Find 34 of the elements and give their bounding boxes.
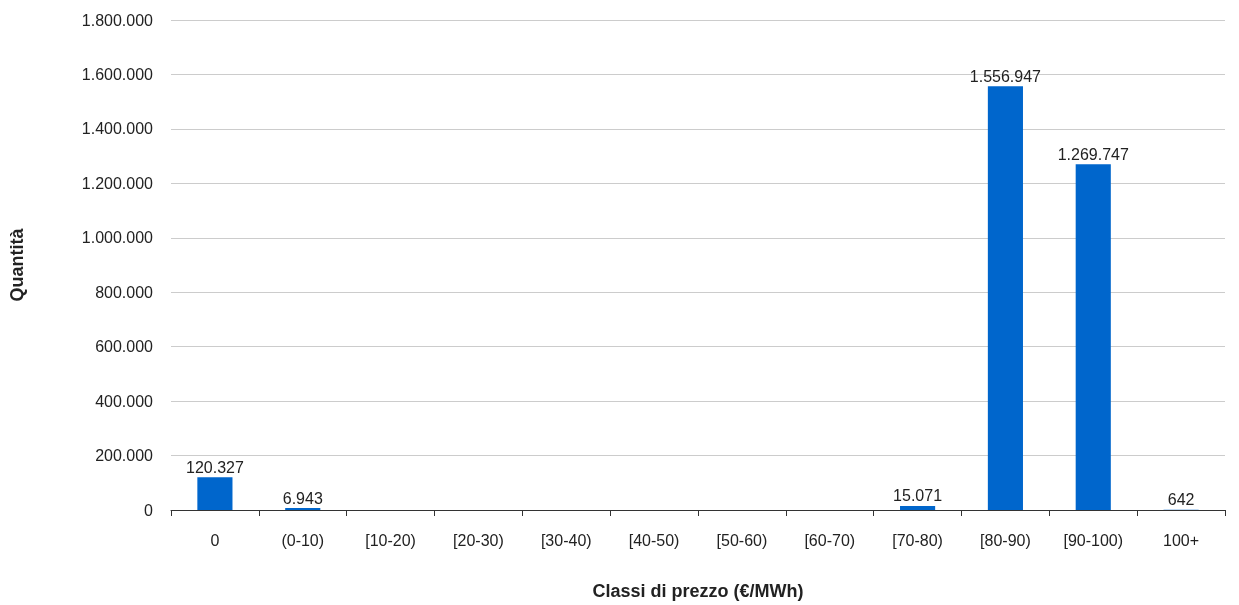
x-tick-label: (0-10) [281, 531, 325, 549]
y-tick-label: 200.000 [95, 447, 154, 465]
y-tick-label: 1.200.000 [81, 174, 154, 192]
data-label: 120.327 [185, 458, 244, 476]
x-tick-label: [80-90) [980, 531, 1031, 549]
y-tick-label: 0 [144, 501, 154, 519]
data-label: 15.071 [893, 487, 943, 505]
x-tick-label: [90-100) [1063, 531, 1124, 549]
y-tick-label: 1.600.000 [81, 65, 154, 83]
bar [197, 477, 233, 510]
x-tick-label: [70-80) [892, 531, 943, 549]
x-tick-label: 0 [210, 531, 220, 549]
x-tick-label: [10-20) [365, 531, 416, 549]
x-tick-label: 100+ [1163, 531, 1200, 549]
x-tick-label: [20-30) [453, 531, 504, 549]
y-tick-label: 1.800.000 [81, 11, 154, 29]
x-tick-label: [30-40) [540, 531, 592, 549]
x-axis-title: Classi di prezzo (€/MWh) [592, 581, 804, 601]
data-label: 6.943 [282, 489, 323, 507]
bar [900, 505, 936, 510]
x-tick-label: [40-50) [628, 531, 680, 549]
y-axis-title: Quantità [7, 227, 27, 302]
y-tick-label: 1.400.000 [81, 120, 154, 138]
data-label: 642 [1167, 491, 1195, 509]
data-label: 1.269.747 [1057, 145, 1129, 163]
bar [987, 86, 1023, 510]
x-tick-label: [50-60) [716, 531, 768, 549]
bar [1075, 164, 1111, 510]
y-tick-label: 800.000 [95, 283, 154, 301]
y-tick-label: 400.000 [95, 392, 154, 410]
x-tick-label: [60-70) [804, 531, 856, 549]
data-label: 1.556.947 [969, 67, 1042, 85]
y-tick-label: 600.000 [95, 338, 154, 356]
y-tick-label: 1.000.000 [81, 229, 154, 247]
